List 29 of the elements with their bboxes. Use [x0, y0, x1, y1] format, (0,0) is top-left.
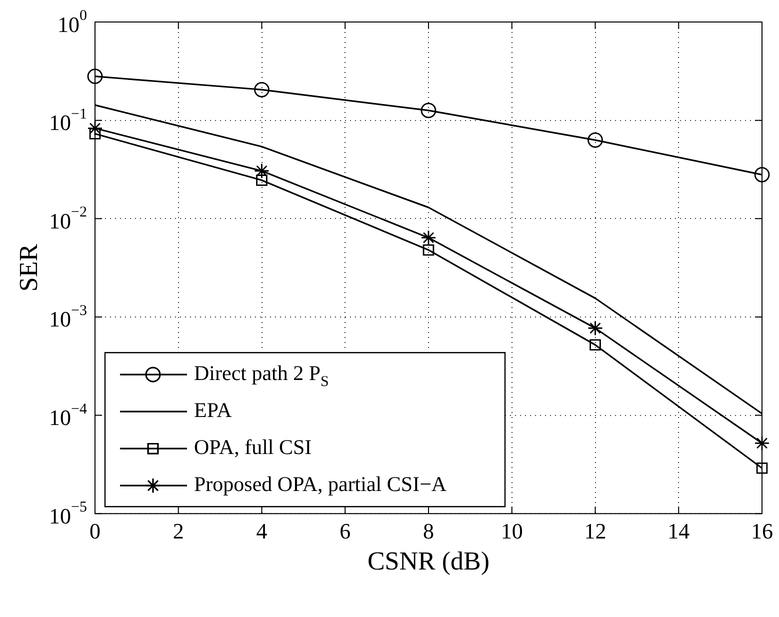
x-tick-label: 6	[340, 518, 351, 544]
point	[754, 436, 770, 451]
x-axis-title: CSNR (dB)	[367, 546, 490, 576]
point	[87, 68, 103, 84]
point	[756, 462, 768, 474]
x-tick-label: 14	[668, 518, 690, 544]
point	[422, 244, 434, 256]
x-tick-label: 4	[256, 518, 268, 544]
x-tick-label: 12	[584, 518, 606, 544]
x-tick-label: 8	[423, 518, 434, 544]
point	[754, 166, 770, 182]
point	[89, 128, 101, 140]
legend-label: EPA	[194, 398, 233, 422]
point	[588, 320, 603, 336]
point	[590, 339, 601, 351]
point	[254, 163, 270, 179]
point	[588, 132, 603, 148]
y-axis-title: SER	[14, 243, 43, 292]
legend-label: Proposed OPA, partial CSI−A	[194, 472, 448, 496]
point	[254, 82, 270, 98]
point	[420, 230, 436, 246]
point	[87, 120, 103, 136]
point	[420, 102, 436, 118]
legend-label: OPA, full CSI	[194, 435, 312, 460]
point	[256, 174, 268, 186]
x-tick-label: 0	[90, 518, 100, 544]
x-tick-label: 2	[172, 518, 184, 544]
x-tick-label: 10	[500, 518, 523, 544]
x-tick-label: 16	[751, 518, 773, 544]
